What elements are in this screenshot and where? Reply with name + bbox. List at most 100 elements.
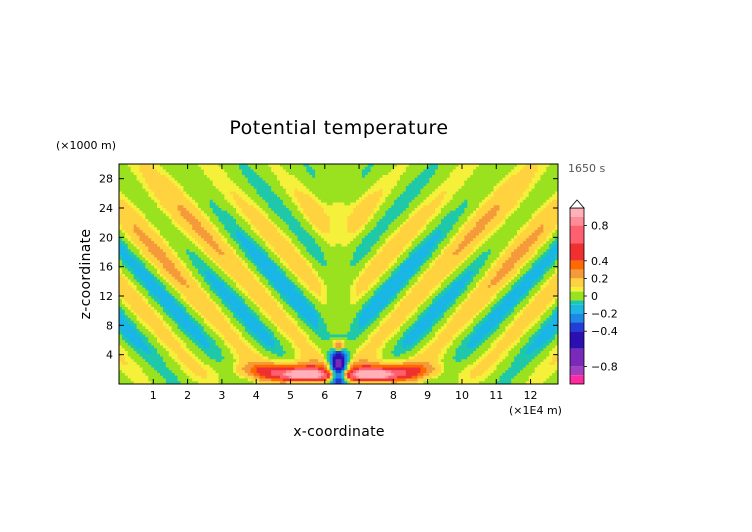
field-cell [203, 221, 208, 225]
field-cell [353, 177, 357, 181]
field-cell [481, 172, 486, 176]
field-cell [464, 219, 468, 223]
field-cell [537, 246, 541, 250]
field-cell [200, 227, 205, 231]
field-cell [414, 197, 418, 201]
field-cell [350, 230, 354, 234]
field-cell [452, 166, 456, 170]
field-cell [511, 208, 515, 212]
field-cell [318, 241, 322, 245]
field-cell [136, 227, 140, 231]
field-cell [414, 219, 418, 223]
field-cell [253, 210, 257, 214]
field-cell [414, 199, 418, 203]
field-cell [124, 243, 129, 247]
field-cell [279, 169, 284, 173]
field-cell [534, 164, 538, 168]
field-cell [552, 219, 556, 223]
field-cell [168, 180, 173, 184]
field-cell [183, 194, 187, 198]
field-cell [458, 175, 462, 179]
field-cell [364, 208, 369, 212]
field-cell [265, 169, 269, 173]
field-cell [198, 243, 202, 247]
field-cell [555, 213, 558, 217]
field-cell [358, 197, 363, 201]
field-cell [320, 180, 325, 184]
field-cell [376, 246, 380, 250]
field-cell [230, 197, 234, 201]
field-cell [493, 224, 497, 228]
field-cell [329, 219, 334, 223]
field-cell [546, 183, 550, 187]
field-cell [405, 252, 410, 256]
field-cell [420, 210, 424, 214]
field-cell [443, 175, 448, 179]
field-cell [543, 197, 547, 201]
field-cell [157, 197, 161, 201]
field-cell [145, 224, 149, 228]
field-cell [127, 243, 132, 247]
field-cell [543, 243, 547, 247]
field-cell [224, 180, 228, 184]
field-cell [514, 219, 518, 223]
field-cell [136, 216, 140, 220]
field-cell [505, 241, 509, 245]
field-cell [224, 188, 228, 192]
field-cell [315, 183, 319, 187]
field-cell [505, 166, 509, 170]
field-cell [230, 175, 234, 179]
field-cell [142, 188, 146, 192]
field-cell [288, 175, 293, 179]
field-cell [546, 199, 550, 203]
field-cell [159, 188, 164, 192]
field-cell [238, 243, 243, 247]
field-cell [408, 238, 413, 242]
field-cell [186, 194, 190, 198]
field-cell [350, 186, 354, 190]
field-cell [443, 224, 448, 228]
field-cell [262, 172, 266, 176]
field-cell [318, 166, 322, 170]
field-cell [528, 169, 533, 173]
field-cell [528, 199, 533, 203]
field-cell [476, 180, 480, 184]
field-cell [259, 183, 263, 187]
field-cell [303, 238, 307, 242]
field-cell [142, 221, 146, 225]
field-cell [250, 235, 255, 239]
field-cell [318, 219, 322, 223]
field-cell [484, 202, 489, 206]
field-cell [543, 235, 547, 239]
field-cell [546, 232, 550, 236]
field-cell [162, 249, 167, 253]
field-cell [159, 177, 164, 181]
field-cell [552, 177, 556, 181]
field-cell [139, 180, 143, 184]
field-cell [543, 169, 547, 173]
field-cell [121, 249, 126, 253]
field-cell [265, 210, 269, 214]
field-cell [215, 180, 219, 184]
field-cell [555, 241, 558, 245]
field-cell [476, 224, 480, 228]
field-cell [159, 202, 164, 206]
field-cell [341, 166, 345, 170]
field-cell [376, 166, 380, 170]
field-cell [127, 199, 132, 203]
field-cell [162, 194, 167, 198]
field-cell [367, 172, 372, 176]
field-cell [555, 180, 558, 184]
field-cell [171, 205, 176, 209]
field-cell [285, 183, 290, 187]
field-cell [426, 241, 430, 245]
field-cell [238, 194, 243, 198]
field-cell [335, 175, 339, 179]
field-cell [481, 216, 486, 220]
field-cell [537, 241, 541, 245]
field-cell [312, 241, 316, 245]
field-cell [432, 227, 436, 231]
field-cell [218, 221, 222, 225]
field-cell [496, 186, 500, 190]
field-cell [391, 177, 395, 181]
